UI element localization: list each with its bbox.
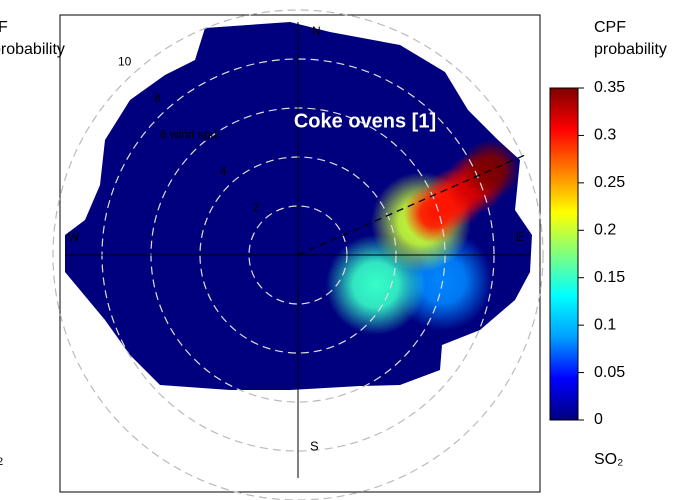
ring-label: 4 xyxy=(220,164,227,178)
colorbar-tick-label: 0.2 xyxy=(594,222,616,239)
colorbar-tick-label: 0 xyxy=(594,411,603,428)
chart-title: Coke ovens [1] xyxy=(294,110,436,132)
ring-label: 10 xyxy=(118,55,132,69)
ring xyxy=(52,9,544,500)
hotspot xyxy=(460,139,521,200)
ring-label: 2 xyxy=(253,200,260,214)
colorbar-tick-label: 0.15 xyxy=(594,269,625,286)
compass-label: W xyxy=(68,230,80,244)
compass-label: N xyxy=(312,24,321,38)
colorbar-tick-label: 0.05 xyxy=(594,364,625,381)
source-direction xyxy=(297,154,526,256)
pollutant-label: SO₂ xyxy=(594,451,623,468)
colorbar-tick-label: 0.35 xyxy=(594,79,625,96)
colorbar-tick-label: 0.25 xyxy=(594,174,625,191)
ring-label: 6 wind spd. xyxy=(160,128,221,142)
compass-label: E xyxy=(516,230,524,244)
cropped-text: F xyxy=(0,19,8,36)
cropped-text: 2 xyxy=(0,456,3,468)
plot-frame xyxy=(59,14,541,493)
colorbar-tick-label: 0.3 xyxy=(594,127,616,144)
colorbar xyxy=(549,87,579,421)
compass-label: S xyxy=(310,438,319,453)
colorbar-title: CPF xyxy=(594,19,626,36)
cropped-text: probability xyxy=(0,41,65,58)
ring-label: 8 xyxy=(154,91,161,105)
colorbar-tick-label: 0.1 xyxy=(594,316,616,333)
colorbar-title: probability xyxy=(594,41,667,58)
